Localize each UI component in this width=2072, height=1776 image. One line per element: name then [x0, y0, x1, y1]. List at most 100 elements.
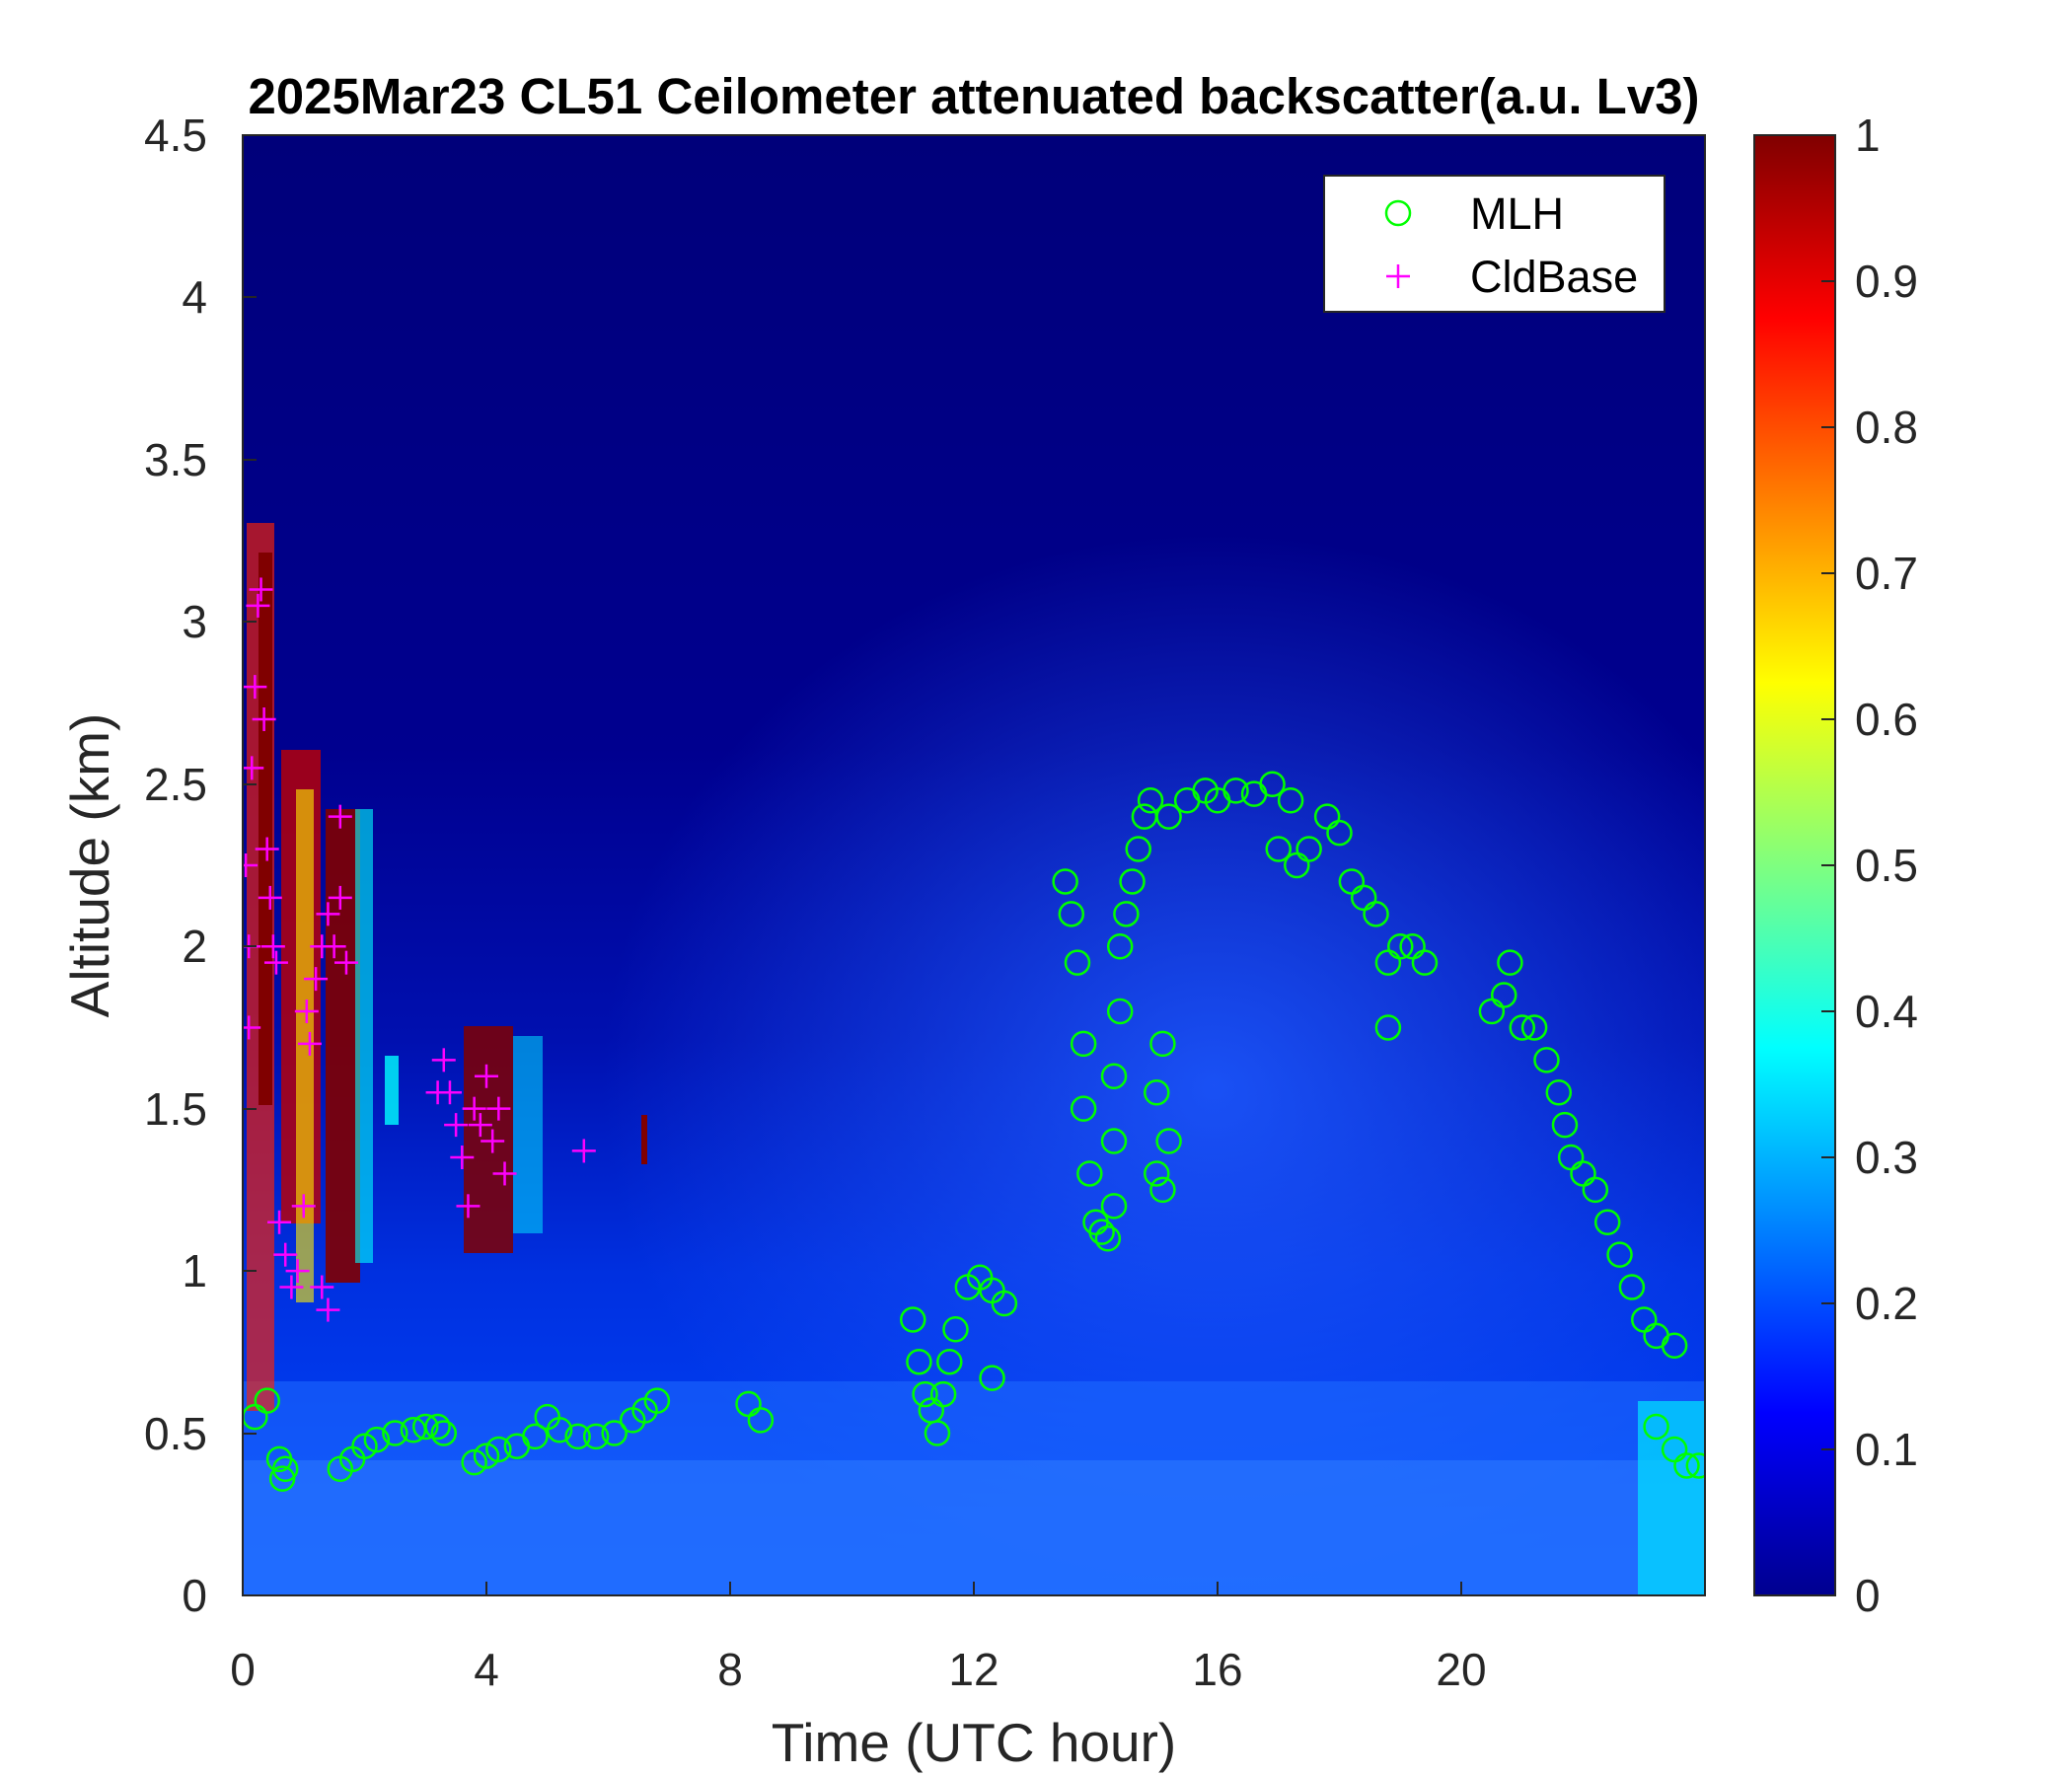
mlh-point — [1661, 1332, 1688, 1360]
y-axis-label: Altitude (km) — [59, 713, 120, 1018]
mlh-point — [1533, 1047, 1560, 1073]
mlh-point — [1100, 1193, 1128, 1220]
cldbase-point — [462, 1096, 486, 1121]
colorbar-tick-label: 0.2 — [1855, 1278, 1918, 1329]
mlh-point — [900, 1306, 926, 1333]
mlh-point — [1064, 949, 1091, 976]
colorbar-tick-label: 0.9 — [1855, 256, 1918, 307]
mlh-point — [1155, 1128, 1182, 1154]
mlh-point — [1643, 1413, 1669, 1441]
mlh-point — [412, 1413, 439, 1441]
mlh-point — [1155, 803, 1182, 830]
cldbase-point — [279, 1275, 304, 1299]
colorbar-tick-label: 0.5 — [1855, 840, 1918, 891]
mlh-point — [1149, 1176, 1176, 1204]
cldbase-point — [316, 902, 340, 926]
colorbar-tick-label: 0.3 — [1855, 1132, 1918, 1183]
mlh-point — [924, 1420, 951, 1446]
legend-cldbase-marker — [1386, 264, 1410, 288]
legend: MLH CldBase — [1323, 175, 1665, 313]
cldbase-point — [255, 837, 279, 861]
mlh-point — [1100, 1063, 1128, 1090]
legend-box — [1323, 175, 1665, 313]
cldbase-point — [328, 804, 352, 829]
mlh-point — [1551, 1111, 1579, 1139]
mlh-point — [1149, 1030, 1176, 1058]
mlh-point — [1374, 1014, 1402, 1041]
cldbase-point — [450, 1146, 475, 1169]
cldbase-point — [246, 593, 270, 618]
mlh-point — [1490, 982, 1517, 1008]
mlh-point — [929, 1380, 957, 1408]
colorbar-tick-label: 0.8 — [1855, 402, 1918, 453]
mlh-point — [1277, 786, 1304, 814]
y-tick-label: 4.5 — [144, 110, 207, 161]
colorbar-tick-label: 0 — [1855, 1570, 1881, 1621]
mlh-point — [254, 1387, 280, 1414]
chart-title: 2025Mar23 CL51 Ceilometer attenuated bac… — [248, 68, 1699, 124]
y-tick-label: 2 — [182, 921, 207, 972]
mlh-point — [1265, 836, 1292, 862]
cldbase-point — [243, 1015, 261, 1040]
mlh-point — [473, 1443, 500, 1469]
legend-mlh-label: MLH — [1470, 188, 1564, 239]
x-axis-label: Time (UTC hour) — [772, 1712, 1177, 1773]
colorbar-tick-label: 0.1 — [1855, 1424, 1918, 1475]
mlh-point — [1070, 1095, 1097, 1122]
colorbar-tick-label: 0.6 — [1855, 694, 1918, 745]
cldbase-point — [285, 1259, 310, 1284]
y-tick-label: 2.5 — [144, 759, 207, 810]
y-tick-label: 0 — [182, 1570, 207, 1621]
cldbase-point — [431, 1048, 456, 1073]
mlh-point — [1058, 901, 1085, 927]
mlh-point — [268, 1465, 296, 1492]
cldbase-point — [267, 1210, 292, 1234]
cldbase-point — [258, 885, 282, 910]
mlh-point — [1070, 1030, 1097, 1058]
x-tick-label: 20 — [1436, 1644, 1486, 1695]
cldbase-point — [260, 934, 285, 959]
y-tick-label: 4 — [182, 271, 207, 323]
mlh-point — [1125, 836, 1151, 862]
cldbase-point — [328, 885, 352, 910]
cldbase-point — [333, 950, 358, 975]
legend-mlh-marker — [1384, 199, 1412, 227]
mlh-point — [1076, 1160, 1103, 1187]
mlh-point — [424, 1413, 451, 1441]
cldbase-point — [304, 967, 329, 992]
marker-layer — [243, 577, 1705, 1492]
cldbase-point — [468, 1113, 492, 1138]
mlh-point — [991, 1290, 1018, 1317]
cldbase-point — [456, 1194, 481, 1219]
mlh-point — [1673, 1452, 1700, 1479]
y-tick-label: 3 — [182, 596, 207, 647]
mlh-point — [912, 1380, 938, 1408]
cldbase-point — [273, 1242, 298, 1267]
cldbase-point — [492, 1161, 517, 1186]
mlh-point — [1144, 1078, 1170, 1106]
mlh-point — [1106, 998, 1134, 1025]
x-axis-ticks: 0 4 8 12 16 20 — [230, 1582, 1487, 1695]
y-tick-label: 1 — [182, 1245, 207, 1296]
mlh-point — [1685, 1452, 1705, 1479]
mlh-point — [1088, 1219, 1115, 1245]
mlh-point — [1052, 868, 1078, 895]
mlh-point — [1094, 1224, 1122, 1252]
mlh-point — [1606, 1241, 1633, 1268]
cldbase-point — [316, 1297, 340, 1322]
mlh-point — [363, 1426, 391, 1453]
cldbase-point — [249, 577, 273, 602]
x-tick-label: 0 — [230, 1644, 256, 1695]
x-tick-label: 16 — [1192, 1644, 1242, 1695]
mlh-point — [461, 1448, 487, 1476]
mlh-point — [351, 1433, 378, 1459]
x-tick-label: 12 — [948, 1644, 999, 1695]
mlh-point — [979, 1365, 1005, 1391]
cldbase-point — [486, 1096, 511, 1121]
mlh-point — [546, 1417, 573, 1443]
mlh-point — [1100, 1128, 1128, 1154]
mlh-point — [1618, 1274, 1646, 1300]
mlh-point — [582, 1423, 610, 1450]
cldbase-point — [243, 853, 259, 877]
